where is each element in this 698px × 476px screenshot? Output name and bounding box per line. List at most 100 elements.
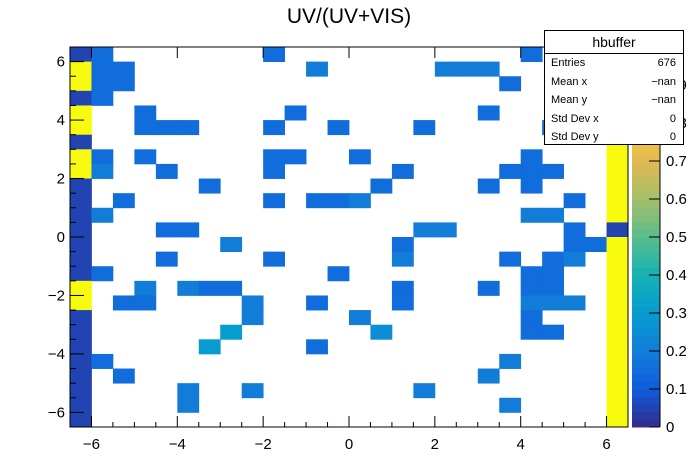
heatmap-cell bbox=[134, 105, 157, 121]
heatmap-cell bbox=[70, 163, 92, 179]
palette-band bbox=[632, 373, 660, 382]
palette-band bbox=[632, 267, 660, 276]
heatmap-cell bbox=[263, 149, 286, 165]
heatmap-cell bbox=[606, 251, 629, 267]
stats-row: Std Dev y 0 bbox=[545, 128, 683, 147]
palette-band bbox=[632, 411, 660, 420]
heatmap-cell bbox=[91, 90, 114, 106]
stats-value: −nan bbox=[651, 94, 676, 106]
heatmap-cell bbox=[563, 237, 586, 253]
heatmap-cell bbox=[606, 207, 629, 223]
heatmap-cell bbox=[134, 149, 157, 165]
heatmap-cell bbox=[542, 251, 565, 267]
x-tick-label: 2 bbox=[431, 436, 439, 453]
heatmap-cell bbox=[413, 383, 436, 399]
stats-key: Std Dev y bbox=[551, 131, 599, 143]
heatmap-cell bbox=[177, 383, 200, 399]
heatmap-cell bbox=[91, 207, 114, 223]
x-tick-label: −2 bbox=[255, 436, 272, 453]
heatmap-cell bbox=[413, 222, 436, 238]
palette-band bbox=[632, 389, 660, 398]
heatmap-cell bbox=[606, 295, 629, 311]
stats-key: Std Dev x bbox=[551, 112, 599, 125]
heatmap-cell bbox=[563, 251, 586, 267]
heatmap-cell bbox=[155, 222, 178, 238]
heatmap-cell bbox=[70, 251, 92, 267]
y-tick-label: −4 bbox=[48, 346, 65, 363]
heatmap-cell bbox=[263, 120, 286, 136]
heatmap-cell bbox=[91, 76, 114, 92]
axes: −6 −4 −2 0 2 4 6 −6 −4 −2 0 2 4 6 bbox=[48, 46, 629, 453]
heatmap-cell bbox=[70, 295, 92, 311]
heatmap-cell bbox=[220, 324, 243, 340]
heatmap-cell bbox=[606, 353, 629, 369]
palette-band bbox=[632, 161, 660, 170]
heatmap-cell bbox=[391, 280, 414, 296]
heatmap-cell bbox=[70, 222, 92, 238]
heatmap-cell bbox=[70, 397, 92, 413]
z-tick-label: 0.1 bbox=[666, 381, 687, 398]
palette-band bbox=[632, 229, 660, 238]
heatmap-cell bbox=[370, 324, 393, 340]
heatmap-cell bbox=[520, 207, 543, 223]
x-tick-label: −4 bbox=[169, 436, 186, 453]
stats-row: Entries 676 bbox=[545, 54, 683, 73]
palette-band bbox=[632, 335, 660, 344]
heatmap-cell bbox=[606, 383, 629, 399]
heatmap-cell bbox=[327, 120, 350, 136]
heatmap-cell bbox=[177, 222, 200, 238]
heatmap-cell bbox=[263, 251, 286, 267]
heatmap-cell bbox=[198, 280, 221, 296]
palette-band bbox=[632, 252, 660, 261]
y-tick-label: −6 bbox=[48, 404, 65, 421]
y-tick-label: 2 bbox=[57, 171, 65, 188]
heatmap-cell bbox=[520, 163, 543, 179]
heatmap-cell bbox=[434, 61, 457, 77]
heatmap-cell bbox=[70, 280, 92, 296]
stats-value: 0 bbox=[669, 112, 676, 125]
heatmap-cell bbox=[220, 280, 243, 296]
palette-band bbox=[632, 358, 660, 367]
heatmap-cell bbox=[70, 149, 92, 165]
heatmap-cell bbox=[606, 368, 629, 384]
palette-band bbox=[632, 282, 660, 291]
heatmap-cell bbox=[520, 266, 543, 282]
heatmap-cell bbox=[391, 163, 414, 179]
heatmap-cell bbox=[155, 163, 178, 179]
heatmap-cell bbox=[70, 105, 92, 121]
heatmap-cell bbox=[606, 193, 629, 209]
heatmap-cell bbox=[542, 280, 565, 296]
heatmap-cell bbox=[284, 105, 307, 121]
heatmap-cell bbox=[198, 339, 221, 355]
heatmap-cell bbox=[112, 295, 135, 311]
heatmap-cell bbox=[70, 310, 92, 326]
heatmap-cell bbox=[263, 193, 286, 209]
heatmap-cell bbox=[198, 178, 221, 194]
heatmap-cell bbox=[91, 149, 114, 165]
heatmap-cell bbox=[70, 120, 92, 136]
z-tick-label: 0.4 bbox=[666, 267, 687, 284]
x-tick-label: 0 bbox=[345, 436, 353, 453]
heatmap-cell bbox=[112, 76, 135, 92]
palette-band bbox=[632, 176, 660, 185]
palette-band bbox=[632, 199, 660, 208]
heatmap-cell bbox=[177, 280, 200, 296]
stats-value: 0 bbox=[669, 131, 676, 143]
heatmap-cell bbox=[70, 339, 92, 355]
heatmap-cell bbox=[70, 324, 92, 340]
heatmap-cell bbox=[155, 251, 178, 267]
palette-band bbox=[632, 221, 660, 230]
palette-band bbox=[632, 396, 660, 405]
heatmap-cell bbox=[70, 61, 92, 77]
x-tick-label: 4 bbox=[517, 436, 525, 453]
heatmap-cell bbox=[542, 207, 565, 223]
x-tick-label: 6 bbox=[602, 436, 610, 453]
heatmap-cell bbox=[263, 163, 286, 179]
palette-band bbox=[632, 328, 660, 337]
palette-band bbox=[632, 419, 660, 428]
heatmap-cell bbox=[327, 266, 350, 282]
heatmap-cell bbox=[70, 90, 92, 106]
z-tick-label: 0.7 bbox=[666, 153, 687, 170]
heatmap-cell bbox=[70, 266, 92, 282]
